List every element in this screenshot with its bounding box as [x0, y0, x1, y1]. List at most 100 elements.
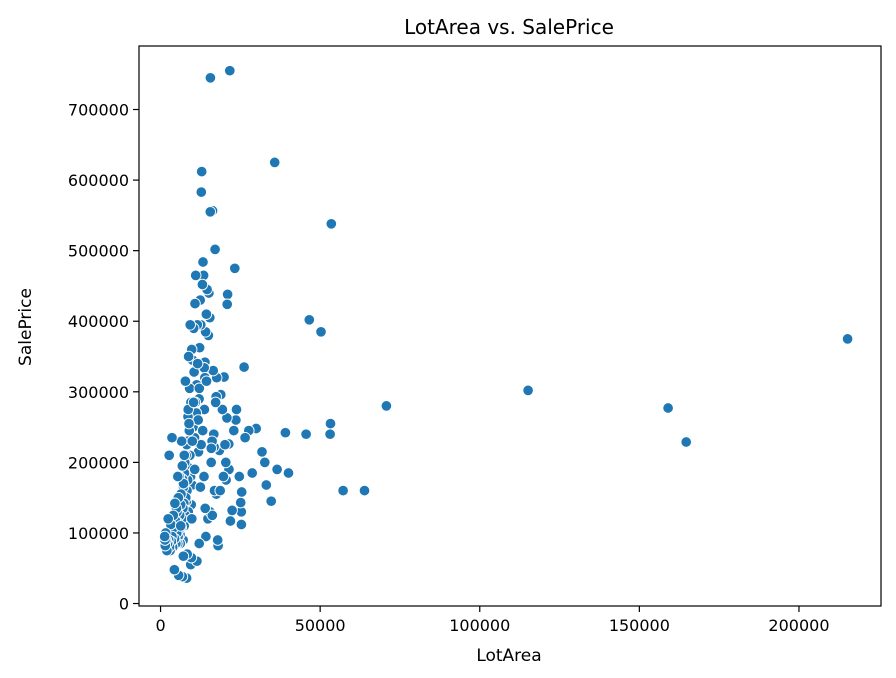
scatter-point [191, 357, 204, 370]
scatter-point [196, 424, 209, 437]
scatter-point [303, 314, 316, 326]
x-tick-label: 0 [155, 616, 165, 635]
scatter-point [256, 446, 268, 458]
scatter-point [195, 165, 208, 178]
scatter-point [188, 463, 201, 476]
x-axis: 0 50000 100000 150000 200000 [155, 606, 830, 635]
x-axis-label: LotArea [476, 646, 541, 666]
y-tick-label: 300000 [68, 383, 129, 402]
scatter-point [260, 479, 273, 491]
scatter-point [189, 269, 202, 282]
scatter-point [193, 537, 205, 550]
scatter-point [220, 456, 232, 469]
y-axis: 0 100000 200000 300000 400000 500000 600000 700… [68, 101, 139, 614]
x-tick-label: 100000 [449, 616, 510, 635]
y-tick-label: 0 [119, 595, 129, 614]
scatter-point [214, 484, 226, 497]
scatter-point [209, 396, 222, 409]
scatter-point [186, 513, 198, 525]
scatter-point [162, 513, 174, 525]
scatter-point [197, 256, 209, 268]
scatter-point [205, 456, 217, 469]
scatter-point [337, 484, 349, 497]
scatter-point [217, 470, 230, 483]
scatter-point [380, 400, 393, 412]
y-tick-label: 400000 [68, 312, 129, 331]
chart-title: LotArea vs. SalePrice [404, 15, 614, 39]
scatter-point [158, 530, 171, 543]
scatter-point [522, 384, 534, 397]
scatter-point [324, 417, 337, 430]
scatter-point [183, 417, 195, 430]
y-tick-label: 700000 [68, 101, 129, 120]
scatter-point [189, 297, 201, 310]
scatter-point [271, 463, 283, 476]
scatter-point [228, 424, 240, 437]
scatter-point [196, 278, 209, 291]
scatter-point [166, 431, 178, 444]
scatter-point [209, 243, 221, 256]
y-axis-label: SalePrice [16, 288, 36, 366]
scatter-point [265, 495, 277, 507]
scatter-point [680, 436, 692, 448]
scatter-point [193, 382, 206, 395]
points-layer [158, 64, 854, 584]
scatter-point [324, 428, 336, 440]
scatter-point [172, 470, 184, 483]
x-tick-label: 150000 [609, 616, 670, 635]
scatter-point [174, 520, 187, 532]
scatter-point [268, 156, 281, 169]
y-tick-label: 600000 [68, 171, 129, 190]
scatter-point [315, 326, 327, 338]
scatter-point [662, 402, 674, 414]
scatter-point [219, 438, 231, 451]
scatter-point [216, 403, 229, 416]
scatter-point [199, 502, 211, 515]
scatter-point [221, 298, 233, 311]
scatter-point [194, 481, 207, 493]
scatter-point [235, 486, 248, 498]
scatter-point [238, 361, 250, 373]
scatter-point [205, 442, 218, 455]
scatter-point [229, 262, 241, 275]
scatter-point [325, 218, 338, 230]
scatter-point [246, 467, 258, 479]
scatter-point [186, 435, 199, 447]
scatter-point [282, 467, 295, 479]
plot-frame [138, 45, 882, 607]
scatter-point [184, 319, 196, 331]
scatter-point [211, 534, 224, 546]
scatter-point [182, 350, 195, 363]
scatter-point [358, 484, 371, 497]
scatter-point [224, 515, 237, 527]
scatter-point [204, 72, 217, 84]
x-tick-label: 50000 [295, 616, 346, 635]
y-tick-label: 200000 [68, 453, 129, 472]
scatter-point [179, 375, 192, 387]
scatter-point [841, 333, 854, 345]
y-tick-label: 500000 [68, 242, 129, 261]
scatter-point [168, 563, 181, 576]
x-tick-label: 200000 [768, 616, 829, 635]
scatter-point [198, 470, 210, 483]
scatter-point [178, 449, 191, 462]
scatter-point [195, 186, 208, 198]
scatter-point [230, 403, 243, 416]
scatter-point [279, 426, 292, 439]
scatter-point [233, 470, 246, 483]
scatter-point [300, 428, 312, 440]
scatter-point [204, 206, 217, 218]
scatter-point [226, 504, 238, 517]
scatter-point [224, 64, 236, 77]
scatter-point [200, 530, 212, 543]
scatter-point [235, 518, 248, 531]
scatter-point [234, 496, 247, 509]
scatter-point [187, 396, 200, 409]
y-tick-label: 100000 [68, 524, 129, 543]
scatter-point [176, 460, 189, 472]
scatter-point [200, 375, 213, 387]
scatter-point [206, 509, 219, 522]
scatter-point [177, 550, 190, 562]
